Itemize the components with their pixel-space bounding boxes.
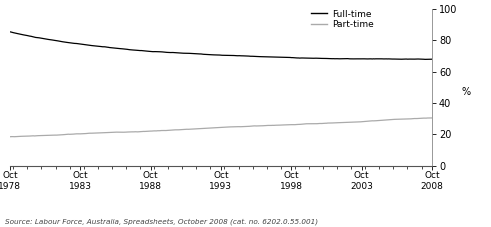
Full-time: [271, 56, 277, 58]
Line: Part-time: Part-time: [10, 118, 432, 137]
Part-time: [429, 117, 435, 119]
Legend: Full-time, Part-time: Full-time, Part-time: [307, 6, 377, 33]
Part-time: [19, 135, 25, 138]
Text: Source: Labour Force, Australia, Spreadsheets, October 2008 (cat. no. 6202.0.55.: Source: Labour Force, Australia, Spreads…: [5, 218, 318, 225]
Part-time: [378, 119, 383, 122]
Full-time: [7, 30, 13, 33]
Line: Full-time: Full-time: [10, 32, 432, 59]
Full-time: [247, 55, 253, 58]
Part-time: [85, 132, 91, 135]
Part-time: [247, 125, 253, 128]
Full-time: [429, 58, 435, 61]
Full-time: [19, 33, 25, 36]
Full-time: [422, 58, 428, 61]
Part-time: [261, 124, 267, 127]
Y-axis label: %: %: [461, 87, 470, 97]
Full-time: [261, 55, 267, 58]
Part-time: [271, 124, 277, 127]
Part-time: [7, 135, 13, 138]
Full-time: [378, 57, 383, 60]
Full-time: [85, 44, 91, 47]
